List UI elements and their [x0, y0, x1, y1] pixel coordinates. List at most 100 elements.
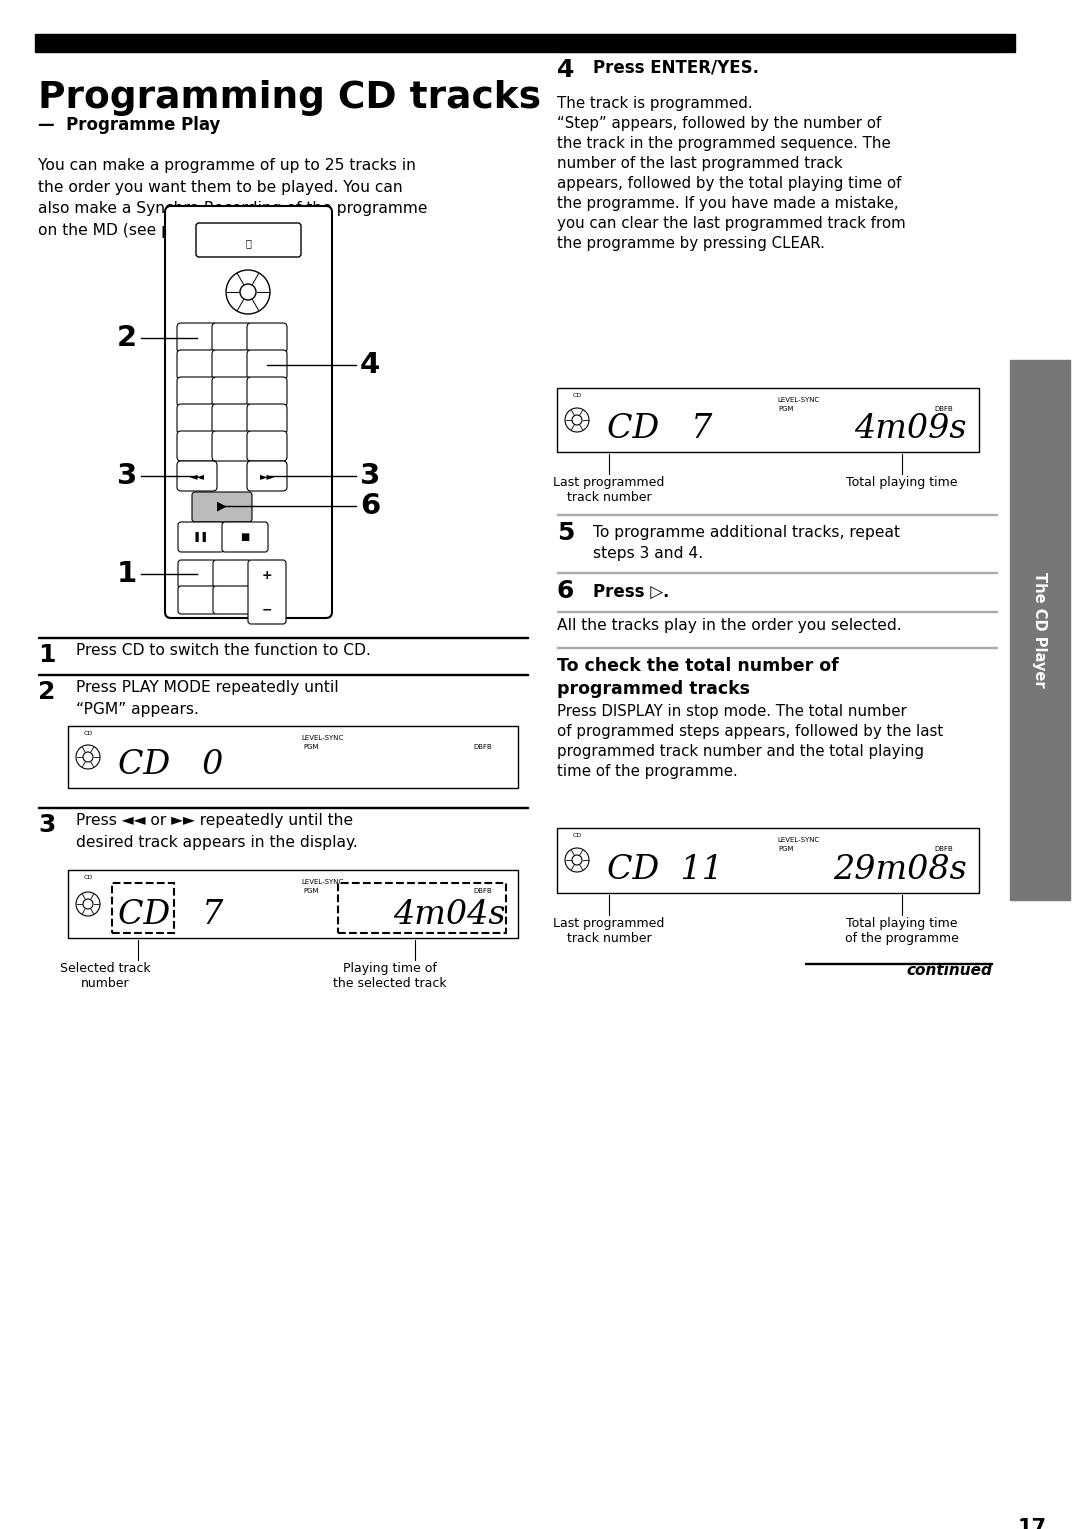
Text: The CD Player: The CD Player [1032, 572, 1048, 688]
FancyBboxPatch shape [247, 462, 287, 491]
FancyBboxPatch shape [248, 560, 286, 624]
Text: Press PLAY MODE repeatedly until
“PGM” appears.: Press PLAY MODE repeatedly until “PGM” a… [76, 680, 339, 717]
Text: DBFB: DBFB [474, 745, 492, 751]
Text: LEVEL-SYNC: LEVEL-SYNC [302, 735, 345, 742]
Text: 4: 4 [360, 352, 380, 379]
Circle shape [572, 414, 582, 425]
FancyBboxPatch shape [177, 378, 217, 407]
Circle shape [240, 284, 256, 300]
Text: 6: 6 [360, 492, 380, 520]
Text: 1: 1 [117, 560, 137, 589]
FancyBboxPatch shape [212, 378, 252, 407]
Text: Total playing time: Total playing time [847, 476, 958, 489]
Text: ⏻: ⏻ [245, 239, 251, 248]
Bar [557, 829, 978, 893]
Text: 4: 4 [557, 58, 575, 83]
Text: +: + [261, 569, 272, 583]
FancyBboxPatch shape [178, 586, 216, 615]
Text: Total playing time
of the programme: Total playing time of the programme [845, 917, 959, 945]
Text: 3: 3 [360, 462, 380, 489]
Text: Press DISPLAY in stop mode. The total number
of programmed steps appears, follow: Press DISPLAY in stop mode. The total nu… [557, 703, 943, 780]
Text: CD: CD [83, 875, 93, 881]
Text: PGM: PGM [303, 745, 319, 751]
FancyBboxPatch shape [222, 521, 268, 552]
Text: −: − [261, 604, 272, 618]
FancyBboxPatch shape [178, 560, 216, 589]
Text: CD  11: CD 11 [607, 855, 723, 885]
Text: Programming CD tracks: Programming CD tracks [38, 80, 541, 116]
FancyBboxPatch shape [177, 323, 217, 353]
Text: PGM: PGM [779, 846, 794, 852]
FancyBboxPatch shape [195, 223, 301, 257]
Bar [35, 34, 1015, 52]
Text: DBFB: DBFB [934, 407, 954, 411]
Text: To programme additional tracks, repeat
steps 3 and 4.: To programme additional tracks, repeat s… [593, 524, 900, 561]
Bar [112, 884, 174, 933]
Text: 5: 5 [557, 521, 575, 544]
Text: To check the total number of
programmed tracks: To check the total number of programmed … [557, 657, 839, 697]
Circle shape [565, 849, 589, 872]
Circle shape [83, 752, 93, 761]
Circle shape [572, 855, 582, 865]
Text: 17: 17 [1018, 1518, 1047, 1529]
Text: LEVEL-SYNC: LEVEL-SYNC [777, 398, 819, 404]
Text: Last programmed
track number: Last programmed track number [553, 917, 664, 945]
FancyBboxPatch shape [212, 350, 252, 381]
Text: PGM: PGM [779, 407, 794, 411]
Text: ■: ■ [241, 532, 249, 541]
Text: CD   7: CD 7 [118, 899, 224, 931]
Text: 29m08s: 29m08s [834, 855, 967, 885]
FancyBboxPatch shape [177, 404, 217, 434]
Circle shape [565, 408, 589, 433]
FancyBboxPatch shape [247, 378, 287, 407]
Text: 4m04s: 4m04s [393, 899, 507, 931]
Text: 3: 3 [117, 462, 137, 489]
Text: 4m09s: 4m09s [854, 413, 967, 445]
Circle shape [76, 891, 100, 916]
FancyBboxPatch shape [192, 492, 252, 521]
Text: —  Programme Play: — Programme Play [38, 116, 220, 135]
FancyBboxPatch shape [165, 206, 332, 618]
Text: continued: continued [906, 963, 993, 979]
Text: Press CD to switch the function to CD.: Press CD to switch the function to CD. [76, 644, 370, 657]
Text: Press ◄◄ or ►► repeatedly until the
desired track appears in the display.: Press ◄◄ or ►► repeatedly until the desi… [76, 813, 357, 850]
Text: 6: 6 [557, 579, 575, 602]
Text: 2: 2 [38, 680, 55, 703]
FancyBboxPatch shape [178, 521, 224, 552]
FancyBboxPatch shape [177, 431, 217, 462]
Text: ►►: ►► [259, 471, 274, 482]
Bar [1010, 359, 1070, 901]
FancyBboxPatch shape [247, 404, 287, 434]
Text: Press ▷.: Press ▷. [593, 583, 670, 601]
Circle shape [83, 899, 93, 910]
Bar [557, 388, 978, 453]
Text: All the tracks play in the order you selected.: All the tracks play in the order you sel… [557, 618, 902, 633]
Text: CD: CD [572, 833, 582, 838]
FancyBboxPatch shape [177, 350, 217, 381]
FancyBboxPatch shape [212, 404, 252, 434]
Text: LEVEL-SYNC: LEVEL-SYNC [777, 836, 819, 842]
Text: You can make a programme of up to 25 tracks in
the order you want them to be pla: You can make a programme of up to 25 tra… [38, 157, 428, 239]
Text: CD: CD [572, 393, 582, 398]
Text: DBFB: DBFB [934, 846, 954, 852]
Text: Playing time of
the selected track: Playing time of the selected track [334, 962, 447, 989]
Circle shape [76, 745, 100, 769]
Text: PGM: PGM [303, 888, 319, 894]
Text: CD   0: CD 0 [118, 749, 224, 781]
Circle shape [226, 271, 270, 313]
Text: ▶: ▶ [217, 500, 227, 512]
Bar [68, 870, 518, 937]
Bar [68, 726, 518, 787]
FancyBboxPatch shape [247, 350, 287, 381]
FancyBboxPatch shape [212, 431, 252, 462]
Text: 2: 2 [117, 324, 137, 352]
FancyBboxPatch shape [213, 560, 251, 589]
Text: Last programmed
track number: Last programmed track number [553, 476, 664, 505]
Text: Selected track
number: Selected track number [59, 962, 150, 989]
Text: Press ENTER/YES.: Press ENTER/YES. [593, 58, 759, 76]
FancyBboxPatch shape [247, 431, 287, 462]
Text: 1: 1 [38, 644, 55, 667]
FancyBboxPatch shape [212, 323, 252, 353]
FancyBboxPatch shape [247, 323, 287, 353]
Bar [338, 884, 507, 933]
